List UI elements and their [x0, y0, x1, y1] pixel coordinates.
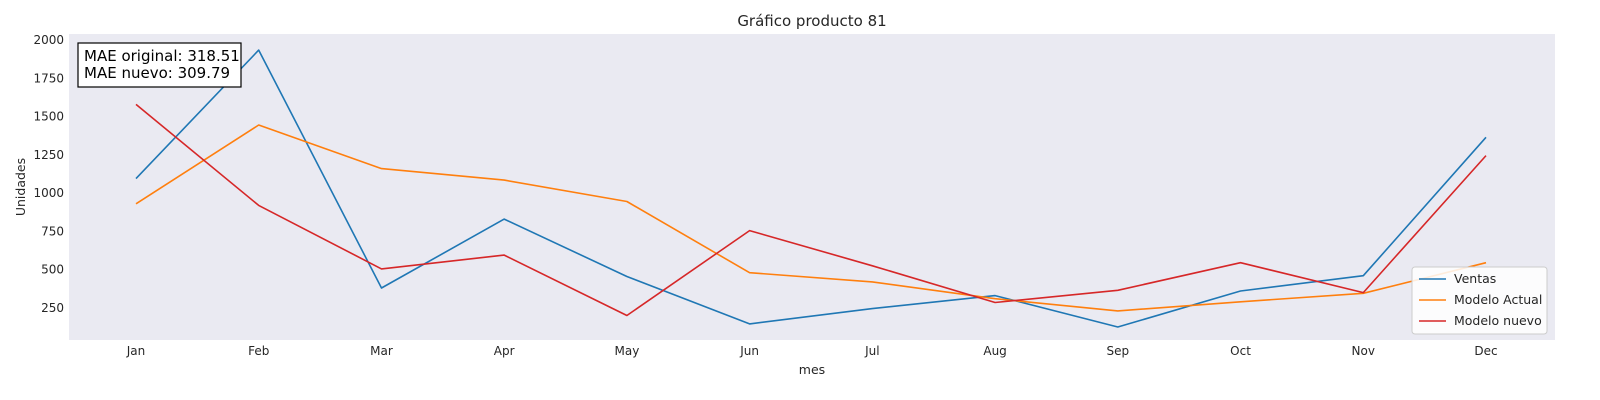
series-line	[135, 49, 1487, 328]
series-lines	[135, 49, 1487, 328]
x-tick-label: Apr	[494, 344, 515, 358]
y-tick-label: 2000	[33, 33, 64, 47]
x-tick-label: Jun	[739, 344, 759, 358]
legend: Ventas Modelo Actual Modelo nuevo	[1411, 266, 1548, 335]
legend-label: Ventas	[1454, 271, 1496, 286]
x-tick-label: Sep	[1107, 344, 1130, 358]
mae-original-text: MAE original: 318.51	[84, 47, 240, 65]
y-tick-label: 250	[41, 301, 64, 315]
x-tick-label: May	[615, 344, 640, 358]
y-axis: 250 500 750 1000 1250 1500 1750 2000	[33, 33, 64, 315]
mae-nuevo-text: MAE nuevo: 309.79	[84, 64, 230, 82]
legend-label: Modelo nuevo	[1454, 313, 1542, 328]
series-line	[135, 124, 1487, 312]
mae-annotation-box: MAE original: 318.51 MAE nuevo: 309.79	[77, 42, 242, 88]
x-tick-label: Jul	[864, 344, 879, 358]
x-tick-label: Oct	[1230, 344, 1251, 358]
x-tick-label: Mar	[370, 344, 393, 358]
y-tick-label: 500	[41, 263, 64, 277]
x-tick-label: Dec	[1474, 344, 1497, 358]
y-tick-label: 1250	[33, 148, 64, 162]
series-line	[135, 103, 1487, 317]
x-tick-label: Aug	[983, 344, 1006, 358]
y-axis-title: Unidades	[13, 158, 28, 216]
y-tick-label: 750	[41, 224, 64, 238]
plot-area	[69, 34, 1555, 340]
chart-title: Gráfico producto 81	[737, 12, 886, 30]
y-tick-label: 1000	[33, 186, 64, 200]
x-axis-title: mes	[799, 362, 825, 377]
x-tick-label: Jan	[126, 344, 146, 358]
y-tick-label: 1500	[33, 110, 64, 124]
x-axis: Jan Feb Mar Apr May Jun Jul Aug Sep Oct Nov Dec	[126, 344, 1498, 358]
y-tick-label: 1750	[33, 71, 64, 85]
legend-label: Modelo Actual	[1454, 292, 1542, 307]
x-tick-label: Feb	[248, 344, 269, 358]
x-tick-label: Nov	[1352, 344, 1375, 358]
